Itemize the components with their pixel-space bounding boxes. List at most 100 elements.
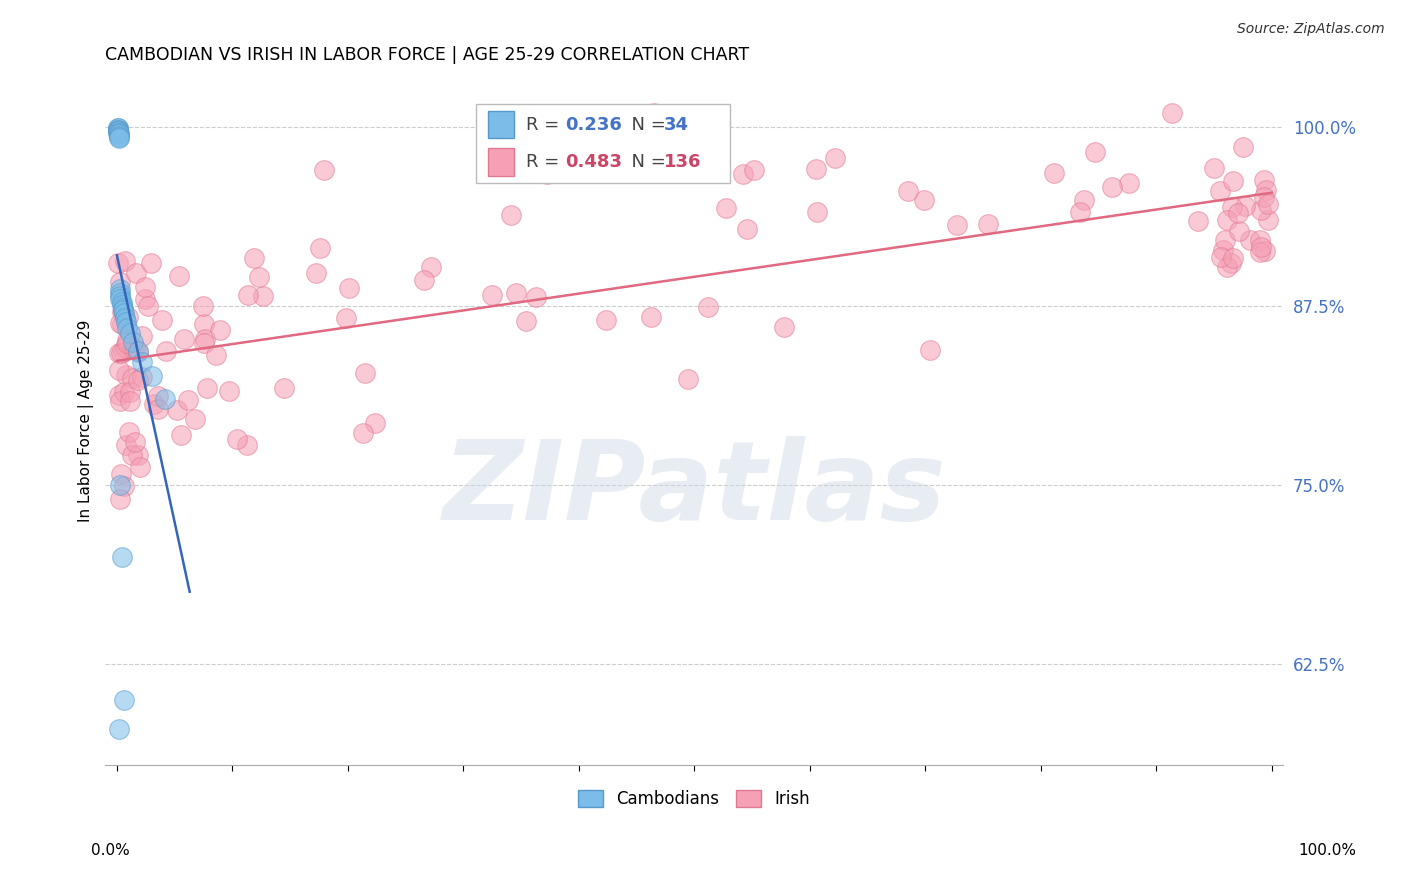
Point [1232, 140, 1254, 154]
Point [169, 428, 191, 442]
Point [173, 332, 195, 346]
Point [1069, 205, 1091, 219]
Point [110, 346, 132, 360]
Text: N =: N = [620, 116, 672, 134]
Point [107, 363, 129, 377]
Point [108, 387, 131, 401]
Point [110, 305, 132, 319]
Point [110, 292, 132, 306]
Point [107, 123, 129, 137]
Point [735, 222, 758, 236]
Point [120, 384, 142, 399]
Text: Source: ZipAtlas.com: Source: ZipAtlas.com [1237, 22, 1385, 37]
Point [1250, 202, 1272, 217]
Point [252, 289, 274, 303]
Point [912, 193, 935, 207]
Text: CAMBODIAN VS IRISH IN LABOR FORCE | AGE 25-29 CORRELATION CHART: CAMBODIAN VS IRISH IN LABOR FORCE | AGE … [105, 46, 749, 64]
Point [114, 310, 136, 325]
Text: 0.236: 0.236 [565, 116, 621, 134]
Point [1160, 105, 1182, 120]
Point [273, 381, 295, 395]
Point [118, 393, 141, 408]
Point [354, 366, 377, 380]
Point [134, 292, 156, 306]
Point [1215, 260, 1237, 274]
Point [114, 254, 136, 268]
Point [107, 124, 129, 138]
Point [155, 392, 177, 407]
Text: R =: R = [526, 116, 565, 134]
Point [131, 329, 153, 343]
Point [772, 319, 794, 334]
Point [1257, 197, 1279, 211]
Point [1222, 174, 1244, 188]
Point [166, 402, 188, 417]
Point [806, 204, 828, 219]
Point [363, 416, 385, 430]
Point [117, 320, 139, 334]
Point [352, 426, 374, 441]
Text: 0.483: 0.483 [565, 153, 621, 170]
Point [108, 131, 131, 145]
Point [1226, 206, 1249, 220]
Point [413, 272, 436, 286]
Point [110, 478, 132, 492]
FancyBboxPatch shape [488, 111, 515, 138]
Point [236, 438, 259, 452]
Point [824, 151, 846, 165]
Point [108, 492, 131, 507]
Point [112, 693, 135, 707]
Point [127, 343, 149, 358]
Point [127, 448, 149, 462]
Point [121, 448, 143, 462]
Point [195, 381, 218, 395]
Point [110, 294, 132, 309]
Point [1250, 240, 1272, 254]
Point [148, 401, 170, 416]
Point [111, 304, 134, 318]
Point [125, 266, 148, 280]
Point [191, 299, 214, 313]
Point [107, 123, 129, 137]
Point [1213, 233, 1236, 247]
Text: 34: 34 [664, 116, 689, 134]
Y-axis label: In Labor Force | Age 25-29: In Labor Force | Age 25-29 [79, 319, 94, 522]
Point [1216, 213, 1239, 227]
Point [1073, 194, 1095, 208]
Point [977, 217, 1000, 231]
Point [1254, 183, 1277, 197]
Point [536, 167, 558, 181]
Point [1212, 243, 1234, 257]
Point [111, 301, 134, 315]
Text: 100.0%: 100.0% [1299, 843, 1357, 858]
Point [112, 306, 135, 320]
Point [1043, 166, 1066, 180]
Point [110, 467, 132, 482]
Point [108, 722, 131, 736]
Point [1253, 173, 1275, 187]
Point [108, 275, 131, 289]
Point [309, 241, 332, 255]
Point [733, 167, 755, 181]
Point [1219, 256, 1241, 270]
Point [225, 432, 247, 446]
Point [897, 184, 920, 198]
Point [141, 256, 163, 270]
Point [155, 343, 177, 358]
Point [1209, 251, 1232, 265]
Point [146, 389, 169, 403]
Point [110, 298, 132, 312]
Point [1222, 251, 1244, 265]
Point [150, 313, 173, 327]
Point [108, 128, 131, 143]
Point [124, 341, 146, 355]
Point [112, 385, 135, 400]
Point [108, 126, 131, 140]
Point [524, 290, 547, 304]
Point [117, 335, 139, 350]
Legend: Cambodians, Irish: Cambodians, Irish [572, 783, 817, 814]
Point [501, 208, 523, 222]
Point [481, 288, 503, 302]
Point [193, 336, 215, 351]
Point [505, 286, 527, 301]
